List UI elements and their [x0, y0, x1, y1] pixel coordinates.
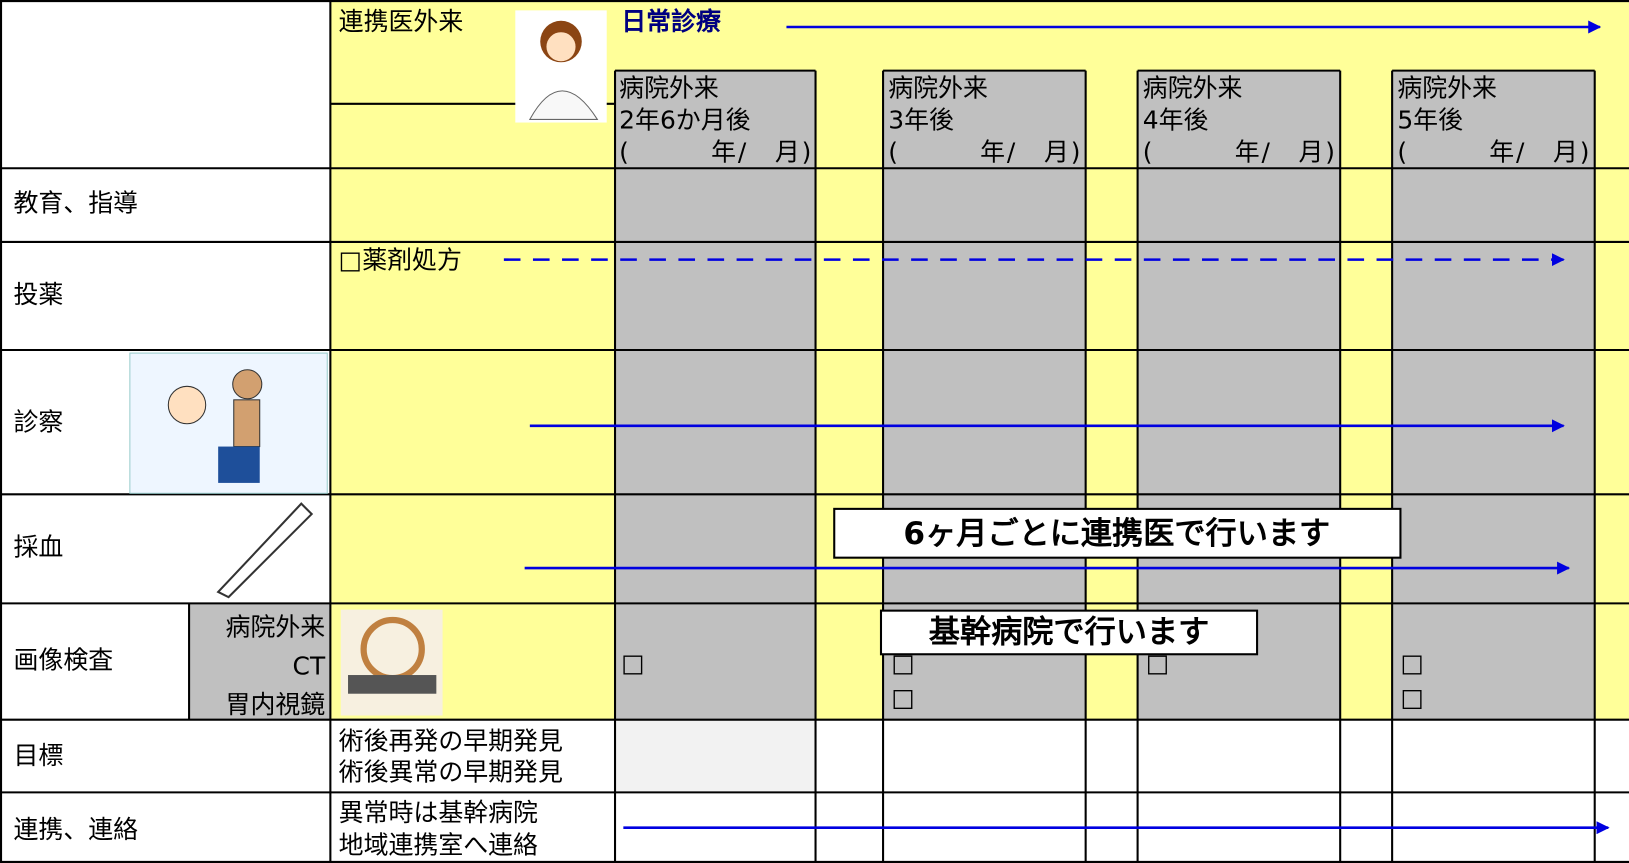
banner: 6ヶ月ごとに連携医で行います [903, 516, 1330, 552]
checkbox: □ [891, 683, 915, 712]
visit-timing: 3年後 [888, 106, 954, 135]
goal-text: 術後異常の早期発見 [339, 758, 563, 787]
visit-place: 病院外来 [1397, 73, 1497, 102]
row-label: 連携、連絡 [14, 815, 139, 844]
row-label: 画像検査 [14, 646, 114, 675]
checkbox: □ [1146, 649, 1170, 678]
banner: 基幹病院で行います [929, 614, 1209, 650]
visit-date: ( 年/ 月) [1397, 138, 1589, 167]
banner-box [879, 609, 1259, 656]
clinic-label: 連携医外来 [339, 7, 464, 36]
visit-date: ( 年/ 月) [888, 138, 1080, 167]
visit-date: ( 年/ 月) [1143, 138, 1335, 167]
row-label: 投薬 [14, 280, 64, 309]
visit-timing: 4年後 [1143, 106, 1209, 135]
visit-place: 病院外来 [619, 73, 719, 102]
checkbox: □ [1400, 649, 1424, 678]
liaison-text: 異常時は基幹病院 [339, 798, 538, 827]
banner-box [833, 507, 1402, 559]
checkbox: □ [1400, 683, 1424, 712]
checkbox: □ [621, 649, 645, 678]
row-label: 診察 [14, 408, 64, 437]
visit-timing: 2年6か月後 [619, 106, 750, 135]
liaison-text: 地域連携室へ連絡 [339, 830, 538, 859]
row-label: 目標 [14, 741, 64, 770]
illustrations [129, 10, 607, 716]
visit-place: 病院外来 [1143, 73, 1243, 102]
imaging-type: 病院外来 [226, 612, 326, 641]
arrows [503, 20, 1610, 835]
imaging-type: 胃内視鏡 [226, 690, 326, 719]
row-label: 採血 [14, 532, 64, 561]
visit-date: ( 年/ 月) [619, 138, 811, 167]
visit-place: 病院外来 [888, 73, 988, 102]
goal-text: 術後再発の早期発見 [339, 727, 563, 756]
visit-timing: 5年後 [1397, 106, 1463, 135]
row-label: 教育、指導 [14, 189, 139, 218]
imaging-type: CT [293, 652, 326, 681]
medication-item: □薬剤処方 [339, 246, 462, 275]
routine-label: 日常診療 [621, 7, 721, 36]
checkbox: □ [891, 649, 915, 678]
